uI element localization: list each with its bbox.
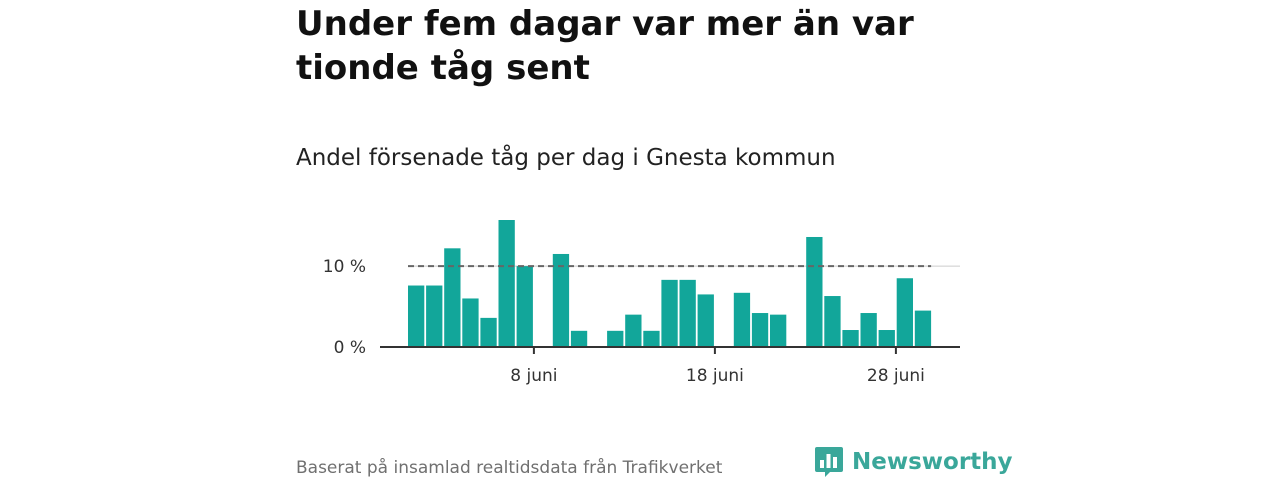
- bar: [607, 330, 624, 347]
- bar: [498, 220, 515, 347]
- bar: [878, 330, 895, 347]
- newsworthy-logo-icon: [815, 447, 843, 477]
- bar: [552, 253, 570, 347]
- bar: [824, 296, 841, 347]
- bar-chart: 0 % 10 % 8 juni 18 juni 28 juni: [323, 220, 960, 386]
- bar: [625, 314, 642, 347]
- bars-layer: [408, 220, 932, 347]
- bar: [426, 285, 443, 347]
- bar: [661, 279, 678, 347]
- y-tick-label: 10 %: [323, 257, 366, 277]
- x-tick-label: 18 juni: [686, 366, 744, 386]
- bar: [914, 310, 932, 347]
- axis-layer: 0 % 10 % 8 juni 18 juni 28 juni: [323, 257, 960, 386]
- bar: [733, 292, 751, 347]
- x-tick-label: 8 juni: [510, 366, 557, 386]
- bar: [697, 294, 714, 347]
- bar: [643, 330, 660, 347]
- bar: [770, 314, 787, 347]
- bar: [570, 330, 588, 347]
- bar: [462, 298, 479, 347]
- bar: [751, 313, 769, 347]
- bar: [408, 285, 425, 347]
- bar: [842, 330, 859, 347]
- bar: [444, 248, 461, 347]
- x-tick-label: 28 juni: [867, 366, 925, 386]
- brand-name: Newsworthy: [852, 449, 1013, 475]
- chart-title: Under fem dagar var mer än var tionde tå…: [296, 4, 914, 88]
- bar: [516, 266, 533, 347]
- bar: [896, 278, 913, 347]
- chart-subtitle: Andel försenade tåg per dag i Gnesta kom…: [296, 145, 836, 171]
- bar: [480, 317, 497, 347]
- source-note: Baserat på insamlad realtidsdata från Tr…: [296, 458, 723, 478]
- bar: [679, 279, 696, 347]
- bar: [806, 236, 823, 347]
- newsworthy-logo: Newsworthy: [814, 446, 1013, 478]
- y-tick-label: 0 %: [334, 338, 366, 358]
- bar: [860, 313, 877, 347]
